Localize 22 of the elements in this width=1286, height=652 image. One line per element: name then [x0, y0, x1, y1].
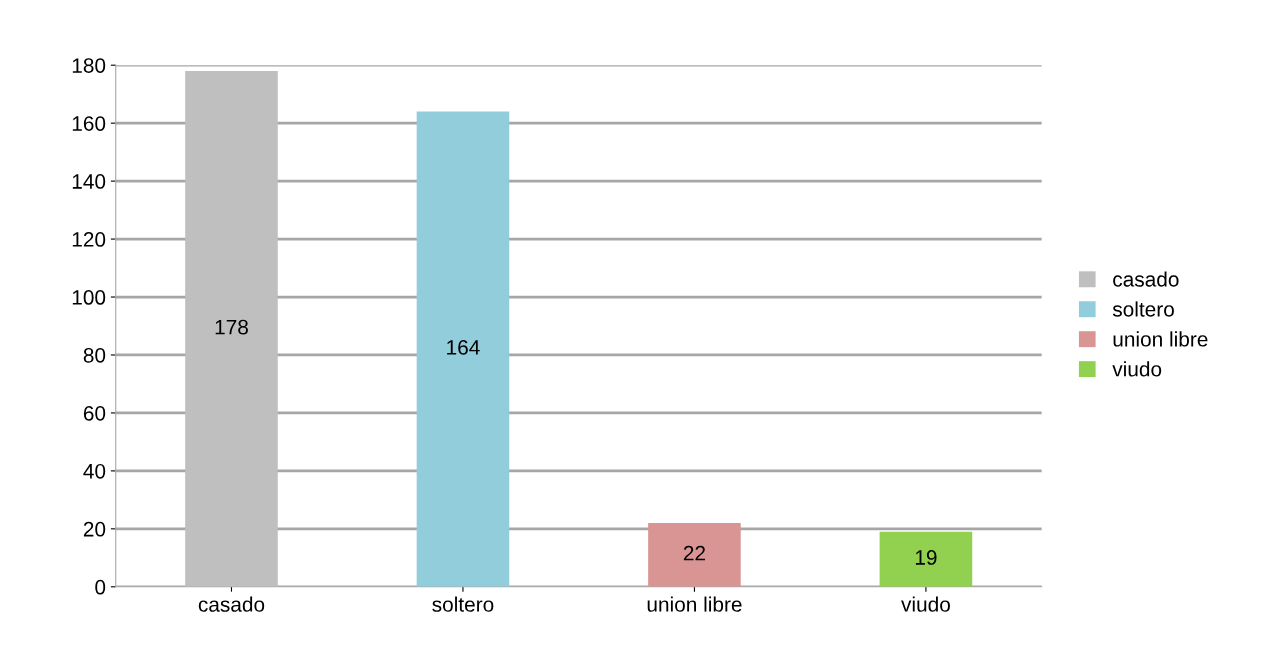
y-tick-label: 140: [72, 174, 106, 189]
legend-label: union libre: [1113, 331, 1208, 347]
legend-label: casado: [1113, 271, 1179, 287]
data-label: 19: [915, 550, 937, 565]
data-label: 178: [215, 319, 248, 335]
y-tick-label: 40: [83, 463, 106, 479]
legend-label: soltero: [1112, 301, 1174, 317]
x-tick-label: soltero: [432, 596, 494, 612]
y-tick-label: 120: [72, 232, 106, 247]
y-tick-label: 60: [83, 405, 106, 421]
y-tick-label: 180: [72, 58, 106, 73]
y-tick-label: 160: [72, 116, 106, 131]
legend-label: viudo: [1112, 361, 1162, 377]
x-tick-label: viudo: [901, 596, 950, 612]
data-label: 22: [683, 545, 705, 561]
data-label: 164: [447, 340, 480, 355]
y-tick-label: 80: [83, 347, 106, 363]
x-tick-label: casado: [198, 596, 265, 612]
y-tick-label: 20: [83, 521, 106, 537]
x-tick-label: union libre: [647, 596, 742, 612]
y-tick-label: 100: [72, 290, 106, 305]
y-tick-label: 0: [95, 579, 106, 595]
